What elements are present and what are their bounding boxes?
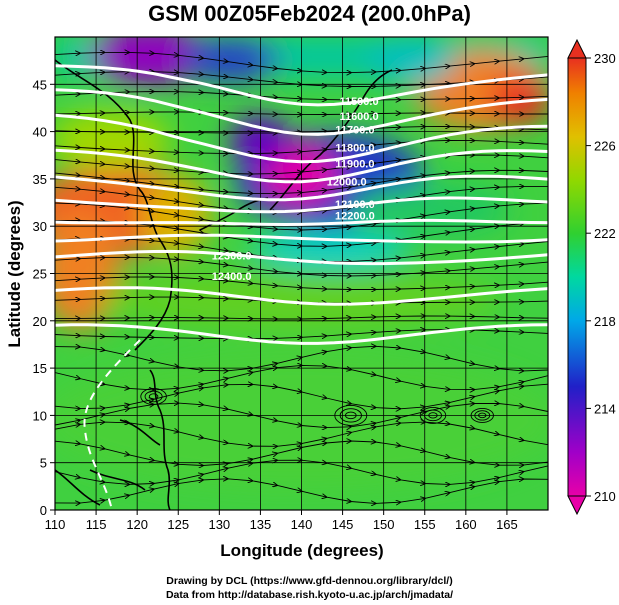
x-tick-label: 120 <box>126 517 148 532</box>
y-tick-label: 5 <box>40 456 47 471</box>
eddy-streamline <box>474 410 491 421</box>
dashed-contour <box>83 339 141 510</box>
x-tick-label: 165 <box>496 517 518 532</box>
colorbar-tick-label: 226 <box>594 139 616 154</box>
y-axis-label: Latitude (degrees) <box>5 200 24 347</box>
height-contour <box>55 88 548 136</box>
eddy-streamline <box>334 404 368 426</box>
x-tick-label: 150 <box>373 517 395 532</box>
streamline <box>55 140 548 153</box>
colorbar-tick-label: 214 <box>594 401 616 416</box>
streamline <box>55 92 548 101</box>
streamline <box>55 112 548 115</box>
x-axis-ticks: 110 115 120 125 130 135 140 145 150 155 160 165 <box>45 510 518 532</box>
colorbar-tick-label: 218 <box>594 314 616 329</box>
eddy-streamline <box>419 406 447 424</box>
x-tick-label: 125 <box>167 517 189 532</box>
contour-label: 11600.0 <box>339 111 378 123</box>
height-contour <box>55 64 548 107</box>
contour-label: 12000.0 <box>327 177 367 189</box>
contour-label: 12300.0 <box>212 250 252 262</box>
eddy-streamline <box>144 390 163 403</box>
eddy-streamline <box>478 412 487 419</box>
height-contour <box>55 113 548 164</box>
height-contour <box>55 174 548 202</box>
eddy-streamline <box>148 393 159 400</box>
eddy-streamline <box>423 409 442 422</box>
x-tick-label: 135 <box>250 517 272 532</box>
height-contour <box>55 148 548 184</box>
height-contour <box>55 286 548 306</box>
x-tick-label: 110 <box>45 517 66 532</box>
colorbar-gradient <box>567 57 587 497</box>
y-tick-label: 35 <box>33 172 47 187</box>
streamline <box>55 257 548 276</box>
map-title: GSM 00Z05Feb2024 (200.0hPa) <box>148 1 471 26</box>
colorbar: 230 226 222 218 214 210 <box>567 38 616 516</box>
streamline <box>55 277 548 290</box>
eddy-streamline <box>428 412 438 419</box>
x-tick-label: 140 <box>291 517 313 532</box>
colorbar-tick-label: 210 <box>594 489 616 504</box>
streamline <box>55 479 548 504</box>
x-axis-label: Longitude (degrees) <box>220 541 383 560</box>
height-contour <box>55 249 548 266</box>
x-tick-label: 145 <box>332 517 354 532</box>
eddy-streamline <box>345 411 357 420</box>
contour-label: 12100.0 <box>335 199 375 211</box>
x-tick-label: 115 <box>86 517 107 532</box>
height-contour <box>55 196 548 214</box>
eddy-streamline <box>339 408 362 423</box>
x-tick-label: 160 <box>455 517 477 532</box>
y-axis-ticks: 0 5 10 15 20 25 30 35 40 45 <box>33 77 55 518</box>
contour-label: 12400.0 <box>212 271 252 283</box>
y-tick-label: 45 <box>33 77 47 92</box>
contour-label: 11800.0 <box>335 142 374 154</box>
eddy-streamline <box>140 388 167 405</box>
y-tick-label: 40 <box>33 125 47 140</box>
y-tick-label: 15 <box>33 361 47 376</box>
x-tick-label: 130 <box>208 517 230 532</box>
y-tick-label: 20 <box>33 314 47 329</box>
height-contour <box>55 233 548 244</box>
colorbar-tick-label: 222 <box>594 226 616 241</box>
streamline <box>55 127 548 134</box>
credit-data: Data from http://database.rish.kyoto-u.a… <box>165 589 454 601</box>
colorbar-bottom-triangle <box>567 495 587 516</box>
height-contours <box>55 64 548 345</box>
colorbar-top-triangle <box>567 38 587 59</box>
contour-label: 11900.0 <box>335 159 374 171</box>
y-tick-label: 0 <box>40 503 47 518</box>
height-contour <box>55 218 548 227</box>
contour-label: 11500.0 <box>339 96 378 108</box>
contour-label: 11700.0 <box>335 124 374 136</box>
height-contour <box>55 323 548 345</box>
colorbar-tick-label: 230 <box>594 51 616 66</box>
eddy-streamline <box>470 407 494 423</box>
y-tick-label: 30 <box>33 219 47 234</box>
contour-label: 12200.0 <box>335 211 375 223</box>
streamline <box>55 346 548 371</box>
x-tick-label: 155 <box>414 517 436 532</box>
y-tick-label: 25 <box>33 267 47 282</box>
credit-drawing: Drawing by DCL (https://www.gfd-dennou.o… <box>166 575 453 587</box>
streamline <box>55 316 548 319</box>
y-tick-label: 10 <box>33 408 47 423</box>
